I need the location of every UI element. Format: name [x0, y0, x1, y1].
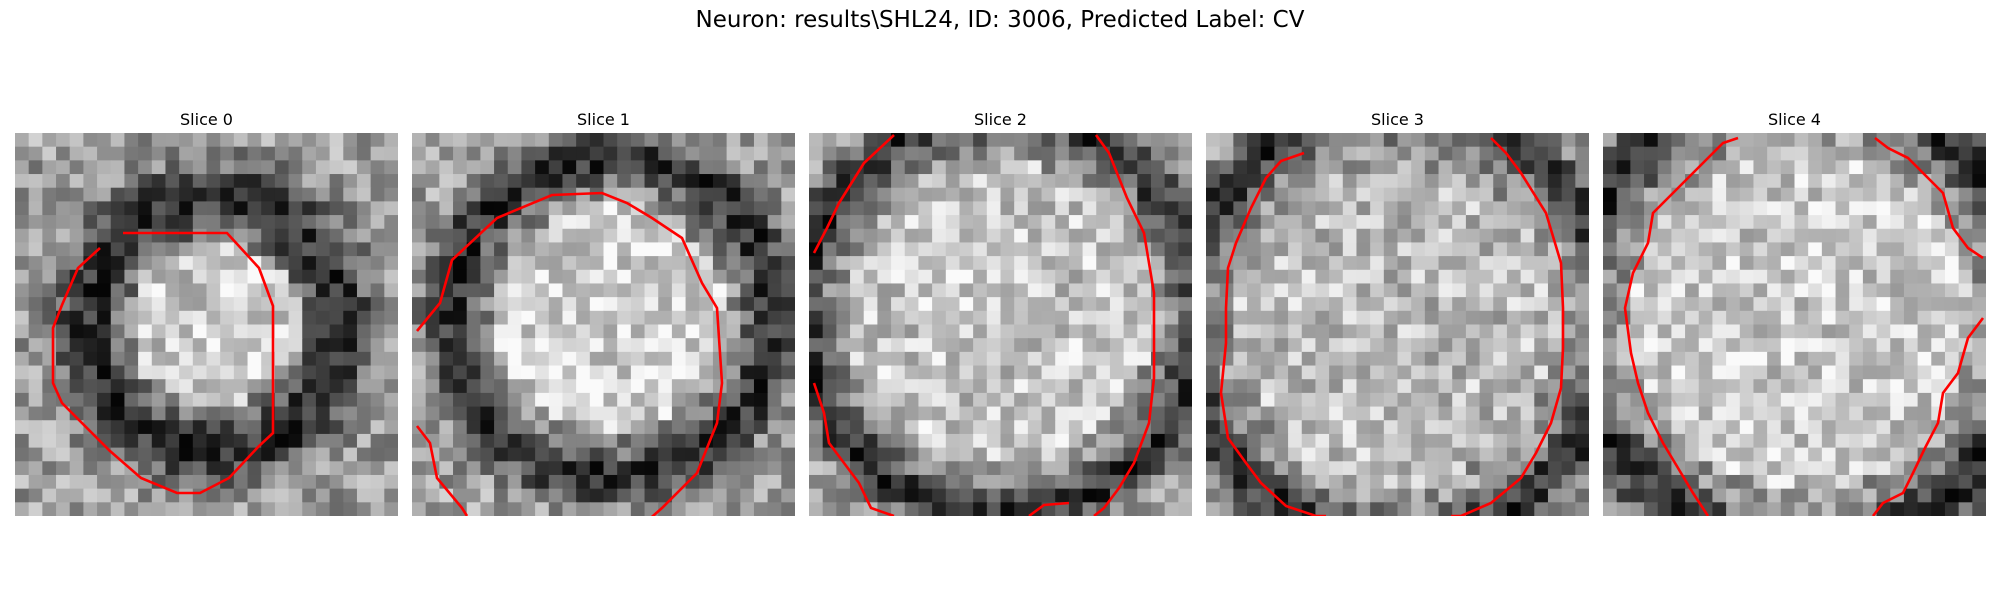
- slice-title-1: Slice 1: [577, 110, 630, 129]
- segmentation-contour: [812, 382, 895, 516]
- slice-panel-3: Slice 3: [1206, 107, 1589, 516]
- segmentation-contour: [1623, 136, 1739, 516]
- slice-panel-0: Slice 0: [15, 107, 398, 516]
- segmentation-contour: [1093, 134, 1156, 516]
- segmentation-contour: [1028, 501, 1070, 516]
- segmentation-contour: [1451, 137, 1565, 516]
- slice-title-3: Slice 3: [1371, 110, 1424, 129]
- slice-image-4: [1603, 133, 1986, 516]
- slice-image-3: [1206, 133, 1589, 516]
- slice-pixels-1: [412, 133, 795, 516]
- segmentation-contour: [415, 191, 724, 516]
- segmentation-contour: [1871, 317, 1985, 516]
- slice-pixels-4: [1603, 133, 1986, 516]
- slice-pixels-3: [1206, 133, 1589, 516]
- figure-title: Neuron: results\SHL24, ID: 3006, Predict…: [695, 7, 1305, 33]
- segmentation-contour: [1219, 151, 1326, 516]
- segmentation-contour: [415, 425, 469, 516]
- slice-image-1: [412, 133, 795, 516]
- slice-pixels-0: [15, 133, 398, 516]
- slice-panel-4: Slice 4: [1603, 107, 1986, 516]
- slice-pixels-2: [809, 133, 1192, 516]
- segmentation-contour: [1874, 136, 1984, 260]
- slice-title-2: Slice 2: [974, 110, 1027, 129]
- slice-image-2: [809, 133, 1192, 516]
- segmentation-contour: [51, 231, 275, 495]
- slice-panel-2: Slice 2: [809, 107, 1192, 516]
- slice-title-0: Slice 0: [180, 110, 233, 129]
- slice-panel-1: Slice 1: [412, 107, 795, 516]
- slice-image-0: [15, 133, 398, 516]
- segmentation-contour: [812, 134, 895, 254]
- slice-title-4: Slice 4: [1768, 110, 1821, 129]
